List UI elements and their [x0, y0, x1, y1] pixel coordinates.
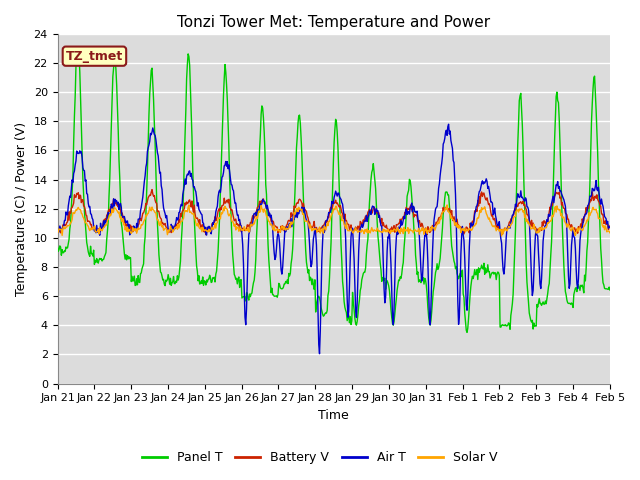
Y-axis label: Temperature (C) / Power (V): Temperature (C) / Power (V) — [15, 121, 28, 296]
X-axis label: Time: Time — [318, 409, 349, 422]
Title: Tonzi Tower Met: Temperature and Power: Tonzi Tower Met: Temperature and Power — [177, 15, 490, 30]
Legend: Panel T, Battery V, Air T, Solar V: Panel T, Battery V, Air T, Solar V — [138, 446, 502, 469]
Text: TZ_tmet: TZ_tmet — [66, 49, 123, 63]
